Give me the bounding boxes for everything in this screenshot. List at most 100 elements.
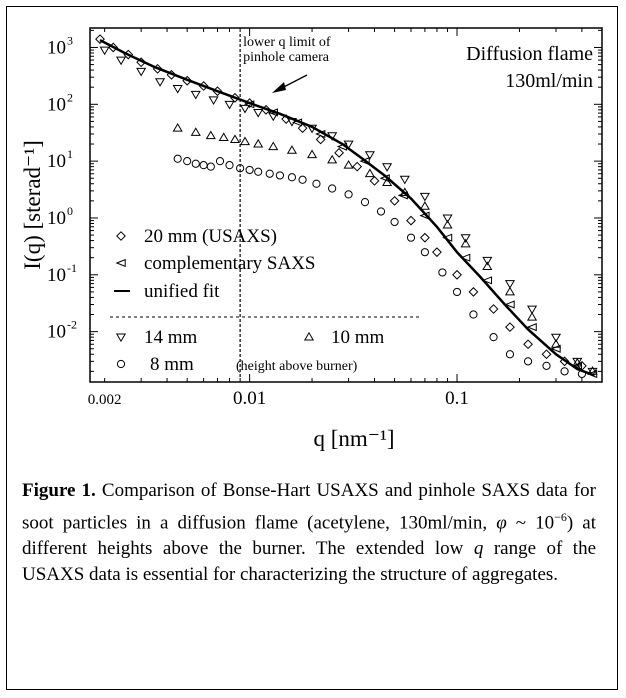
data-point-8-mm (312, 179, 321, 188)
data-point-8-mm (328, 184, 337, 193)
data-point-14-mm (224, 100, 235, 110)
data-point-20-mm-usaxs (432, 247, 442, 258)
data-point-14-mm (587, 367, 598, 377)
data-point-8-mm (420, 248, 429, 257)
y-tick-exponent: -2 (67, 318, 77, 332)
x-tick-label: 0.002 (88, 392, 122, 408)
data-point-10-mm (172, 122, 183, 132)
data-point-10-mm (268, 141, 279, 151)
data-point-8-mm (406, 233, 416, 242)
data-point-8-mm (452, 287, 462, 297)
data-point-10-mm (364, 168, 375, 178)
data-point-8-mm (376, 207, 386, 216)
data-point-8-mm (287, 173, 297, 182)
data-point-14-mm (442, 214, 453, 224)
data-point-10-mm (550, 339, 562, 348)
data-point-complementary-saxs (481, 276, 493, 285)
legend-label: 20 mm (USAXS) (144, 226, 277, 247)
data-point-complementary-saxs (504, 300, 515, 309)
data-point-14-mm (550, 333, 562, 343)
caption-text-3: ) at different heights above the burner.… (22, 512, 597, 560)
annotation-arrow-head (272, 82, 286, 93)
legend-marker (116, 231, 126, 241)
data-point-14-mm (504, 280, 516, 289)
q-limit-annotation-line: lower q limit of (243, 35, 331, 50)
legend-label: (height above burner) (236, 359, 358, 374)
data-point-8-mm (206, 162, 215, 171)
caption-q: q (473, 538, 484, 560)
caption-text-4: range of the USAXS data is essential for… (22, 538, 597, 586)
data-point-10-mm (343, 159, 354, 169)
data-point-10-mm (482, 261, 493, 270)
data-point-8-mm (298, 175, 307, 184)
data-point-8-mm (489, 333, 498, 342)
data-point-8-mm (199, 161, 208, 170)
x-axis-label: q [nm⁻¹] (314, 426, 395, 451)
legend-label: unified fit (144, 281, 220, 302)
data-point-14-mm (482, 256, 493, 266)
caption-text-2: ~ 10 (506, 512, 555, 534)
data-point-8-mm (275, 171, 285, 180)
y-axis-label: I(q) [sterad⁻¹] (20, 140, 45, 270)
data-point-8-mm (265, 169, 274, 178)
y-tick-exponent: 3 (67, 33, 73, 47)
y-tick-label: 10 (47, 151, 66, 172)
data-point-8-mm (542, 361, 551, 370)
data-point-14-mm (154, 78, 166, 87)
plot-area-border (89, 27, 603, 383)
legend-label: 8 mm (150, 354, 194, 375)
legend-label: 10 mm (331, 327, 385, 348)
y-tick-label: 10 (47, 322, 66, 343)
chart-title-line: Diffusion flame (466, 43, 593, 65)
data-point-10-mm (286, 145, 298, 154)
data-point-8-mm (245, 165, 254, 175)
data-point-10-mm (253, 138, 264, 148)
data-point-20-mm-usaxs (452, 269, 462, 280)
q-limit-annotation-line: pinhole camera (243, 50, 330, 65)
data-point-10-mm (190, 127, 201, 136)
data-point-8-mm (505, 350, 515, 359)
data-point-8-mm (183, 157, 192, 166)
y-tick-exponent: -1 (67, 261, 77, 275)
data-point-10-mm (239, 136, 251, 146)
data-point-14-mm (190, 90, 201, 100)
data-point-14-mm (115, 56, 127, 66)
data-point-8-mm (191, 159, 200, 168)
data-point-14-mm (172, 85, 183, 94)
data-point-8-mm (344, 190, 353, 199)
data-point-10-mm (306, 149, 318, 159)
caption-phi: φ (496, 512, 507, 534)
data-point-8-mm (469, 310, 478, 319)
data-point-10-mm (460, 238, 471, 248)
data-point-14-mm (253, 108, 264, 118)
data-point-20-mm-usaxs (505, 322, 515, 333)
y-tick-label: 10 (47, 37, 66, 58)
data-point-8-mm (360, 198, 370, 207)
data-point-14-mm (136, 67, 147, 77)
data-point-14-mm (239, 104, 251, 114)
data-point-14-mm (268, 112, 279, 122)
legend-label: 14 mm (144, 327, 198, 348)
data-point-14-mm (382, 163, 393, 172)
legend-label: complementary SAXS (144, 253, 316, 274)
data-point-10-mm (205, 130, 216, 140)
data-point-14-mm (99, 46, 110, 56)
unified-fit-line (99, 38, 595, 377)
data-point-20-mm-usaxs (488, 304, 499, 314)
data-point-20-mm-usaxs (95, 34, 105, 45)
data-point-20-mm-usaxs (541, 349, 552, 360)
y-tick-exponent: 2 (67, 90, 73, 104)
data-point-8-mm (173, 154, 182, 163)
caption-text-1: Comparison of Bonse-Hart USAXS and pinho… (22, 480, 596, 534)
data-point-complementary-saxs (526, 323, 537, 332)
x-tick-label: 0.01 (233, 388, 266, 409)
y-tick-label: 10 (47, 94, 66, 115)
data-point-8-mm (225, 161, 234, 170)
data-point-14-mm (208, 96, 219, 105)
data-point-10-mm (419, 201, 430, 210)
data-point-20-mm-usaxs (352, 161, 363, 172)
legend-marker (115, 258, 126, 268)
data-point-8-mm (560, 367, 569, 376)
data-point-20-mm-usaxs (468, 287, 479, 297)
data-point-8-mm (523, 357, 533, 366)
